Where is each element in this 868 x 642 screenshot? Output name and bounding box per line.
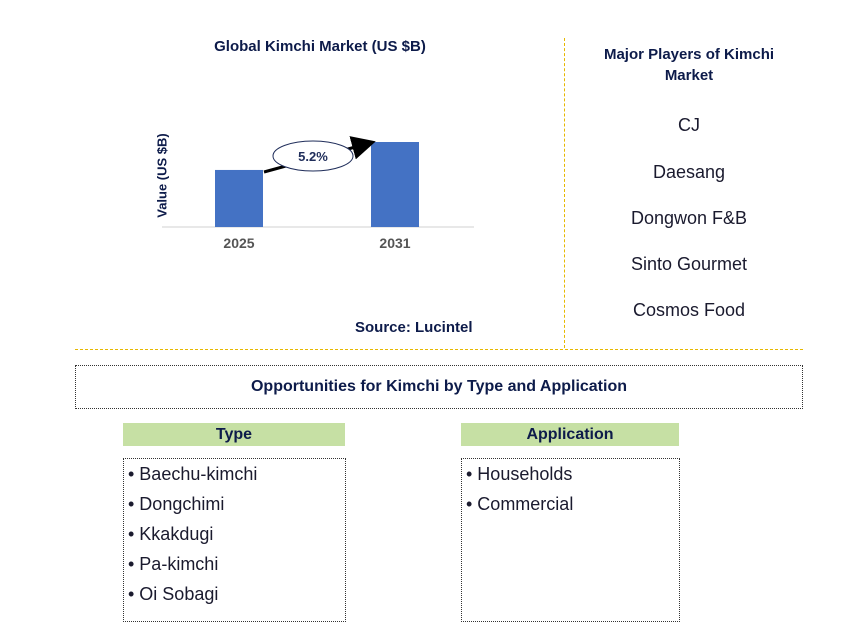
player-item: CJ [678, 115, 700, 135]
source-label: Source: Lucintel [355, 319, 473, 336]
player-item: Sinto Gourmet [630, 254, 748, 274]
bar-2025 [215, 169, 263, 227]
list-item: • Kkakdugi [128, 524, 214, 544]
player-item: Dongwon F&B [630, 208, 748, 228]
x-tick-label: 2031 [379, 235, 410, 251]
opportunities-title: Opportunities for Kimchi by Type and App… [75, 365, 803, 409]
x-tick-label: 2025 [223, 235, 254, 251]
list-item: • Dongchimi [128, 494, 225, 514]
list-item: • Households [466, 464, 573, 484]
bar-chart: 5.2% 2025 2031 [162, 136, 474, 251]
list-item: • Oi Sobagi [128, 584, 219, 604]
horizontal-divider [75, 349, 803, 350]
list-item: • Baechu-kimchi [128, 464, 258, 484]
players-title: Major Players of Kimchi Market [603, 46, 775, 84]
bar-2031 [371, 142, 419, 227]
vertical-divider [564, 38, 565, 348]
list-item: • Pa-kimchi [128, 554, 219, 574]
type-list: • Baechu-kimchi • Dongchimi • Kkakdugi •… [123, 458, 346, 622]
type-header: Type [123, 423, 345, 446]
cagr-label: 5.2% [298, 149, 328, 164]
application-header: Application [461, 423, 679, 446]
player-item: Daesang [652, 162, 726, 182]
application-list: • Households • Commercial [461, 458, 680, 622]
list-item: • Commercial [466, 494, 574, 514]
player-item: Cosmos Food [632, 300, 746, 320]
chart-title: Global Kimchi Market (US $B) [214, 38, 426, 55]
cagr-ellipse [272, 140, 354, 172]
